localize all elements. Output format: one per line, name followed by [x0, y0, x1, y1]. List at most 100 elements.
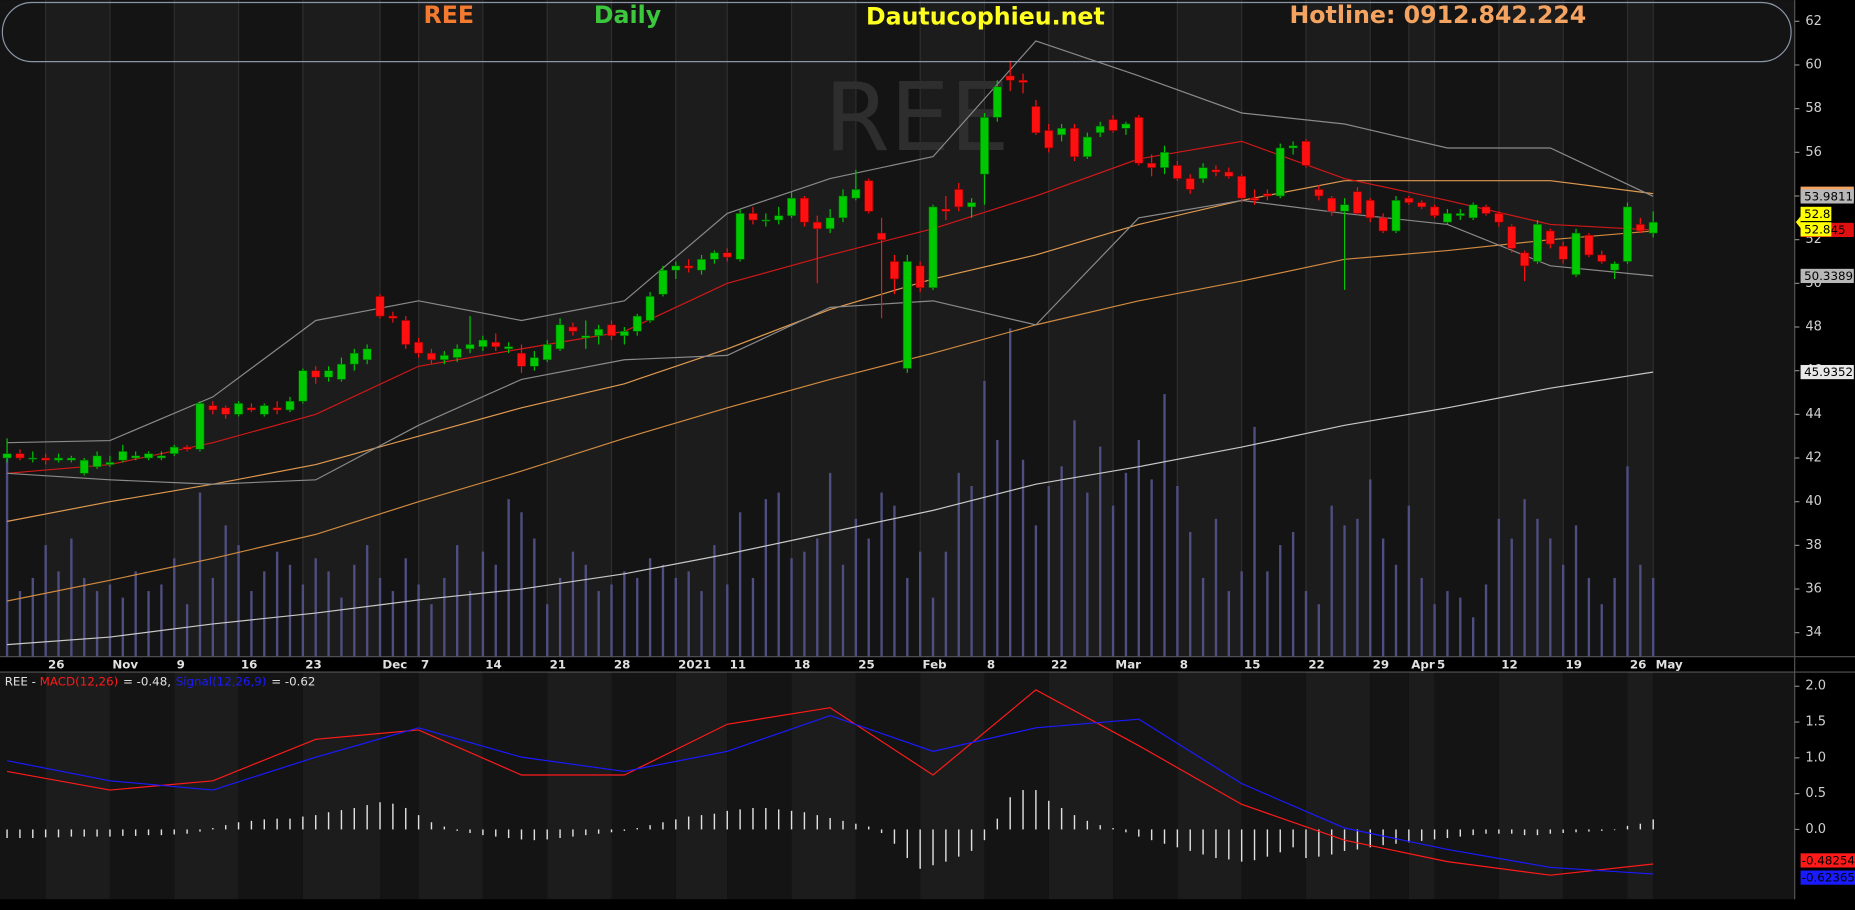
week-band: [174, 672, 239, 900]
volume-bar: [95, 591, 99, 657]
volume-bar: [648, 558, 652, 657]
candle-body: [1352, 191, 1362, 214]
volume-bar: [546, 604, 549, 657]
y-tick-label: 60: [1805, 57, 1822, 72]
candle-body: [1533, 224, 1542, 262]
candle-body: [349, 352, 359, 365]
volume-bar: [1459, 597, 1462, 657]
candle-body: [877, 232, 887, 240]
x-tick-label: 9: [177, 657, 185, 671]
week-band: [1370, 672, 1409, 900]
candle-body: [722, 252, 732, 258]
candle-body: [465, 344, 475, 350]
week-band: [855, 672, 921, 900]
x-tick-label: 7: [421, 657, 429, 671]
volume-bar: [1523, 499, 1526, 657]
y-tick-label: 38: [1805, 538, 1822, 553]
volume-bar: [1047, 485, 1050, 657]
volume-bar: [1561, 564, 1565, 657]
value-badge: [1800, 268, 1854, 284]
week-band: [1113, 0, 1178, 657]
candle-body: [1404, 197, 1414, 203]
candle-body: [787, 197, 796, 216]
candle-body: [1288, 145, 1298, 149]
volume-bar: [1510, 538, 1513, 657]
candle-body: [1134, 117, 1144, 164]
x-tick-label: Feb: [923, 657, 947, 671]
x-tick-label: 8: [1180, 657, 1188, 671]
week-band: [1627, 672, 1654, 900]
volume-bar: [1574, 525, 1578, 657]
volume-bar: [327, 571, 330, 657]
header-interval: Daily: [594, 1, 661, 29]
value-badge-text: 53.9811: [1804, 189, 1853, 203]
candle-body: [658, 269, 668, 295]
volume-bar: [211, 577, 215, 657]
volume-bar: [31, 577, 34, 657]
candle-body: [195, 403, 205, 450]
volume-bar: [1536, 518, 1539, 657]
legend-prefix: REE -: [5, 674, 40, 688]
candle-body: [414, 341, 424, 354]
week-band: [1241, 0, 1306, 657]
week-band: [418, 672, 483, 900]
volume-bar: [1652, 577, 1655, 657]
week-band: [1305, 0, 1371, 657]
week-band: [45, 0, 110, 657]
volume-bar: [1304, 591, 1308, 657]
candle-body: [671, 265, 681, 271]
volume-bar: [57, 571, 60, 657]
volume-bar: [816, 538, 819, 657]
week-band: [1434, 672, 1499, 900]
candle-body: [337, 363, 346, 380]
volume-bar: [507, 499, 510, 657]
volume-bar: [854, 518, 858, 657]
candle-body: [1018, 79, 1028, 83]
candle-body: [1211, 169, 1221, 173]
volume-bar: [237, 545, 240, 657]
volume-bar: [456, 545, 459, 657]
volume-bar: [1073, 420, 1076, 657]
volume-bar: [944, 551, 948, 657]
candle-body: [1365, 200, 1375, 219]
header-hotline: Hotline: 0912.842.224: [1290, 1, 1587, 29]
candle-body: [79, 459, 89, 474]
week-band: [1305, 672, 1371, 900]
candle-body: [1031, 106, 1041, 133]
volume-bar: [1189, 531, 1192, 657]
candle-body: [1172, 165, 1182, 179]
candle-body: [1520, 252, 1530, 267]
candle-body: [838, 195, 848, 219]
volume-bar: [713, 545, 716, 657]
candle-body: [1314, 189, 1324, 197]
candle-body: [607, 324, 616, 337]
candle-body: [1185, 178, 1195, 190]
candle-body: [568, 326, 578, 332]
week-band: [482, 0, 548, 657]
week-band: [302, 672, 381, 900]
candle-body: [1275, 147, 1285, 197]
overlay-line: [7, 371, 1654, 646]
value-badge-text: -0.623657: [1802, 871, 1855, 885]
volume-bar: [1291, 531, 1295, 657]
candle-body: [375, 296, 385, 317]
candle-body: [1584, 234, 1594, 256]
volume-bar: [134, 571, 137, 657]
x-tick-label: 22: [1308, 657, 1324, 671]
header-frame: [1, 1, 1792, 63]
volume-bar: [803, 551, 806, 657]
volume-bar: [738, 512, 742, 657]
candle-body: [542, 344, 552, 361]
volume-bar: [661, 564, 665, 657]
candle-body: [1095, 125, 1105, 133]
volume-bar: [1484, 584, 1488, 657]
volume-bar: [687, 571, 690, 657]
candle-body: [851, 189, 861, 199]
week-band: [482, 672, 548, 900]
overlay-line: [6, 230, 1654, 602]
x-tick-label: 19: [1566, 657, 1582, 671]
week-band: [1048, 0, 1114, 657]
candle-body: [1597, 254, 1607, 262]
volume-bar: [636, 577, 639, 657]
